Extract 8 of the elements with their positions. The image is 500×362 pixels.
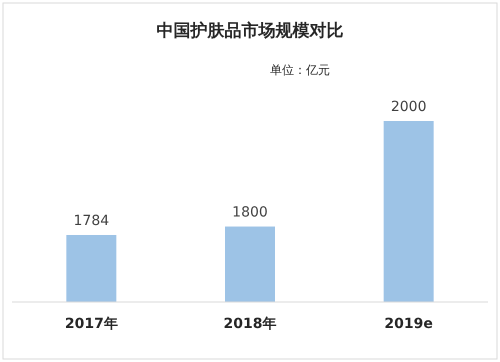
data-label: 2000 [390, 99, 426, 115]
chart-title: 中国护肤品市场规模对比 [156, 21, 344, 41]
x-tick-label: 2018年 [224, 316, 276, 332]
x-tick-label: 2017年 [64, 316, 118, 332]
data-label: 1800 [232, 204, 268, 221]
x-tick-label: 2019e [384, 316, 433, 332]
data-label: 1784 [74, 212, 110, 229]
chart-subtitle: 单位：亿元 [270, 63, 330, 77]
